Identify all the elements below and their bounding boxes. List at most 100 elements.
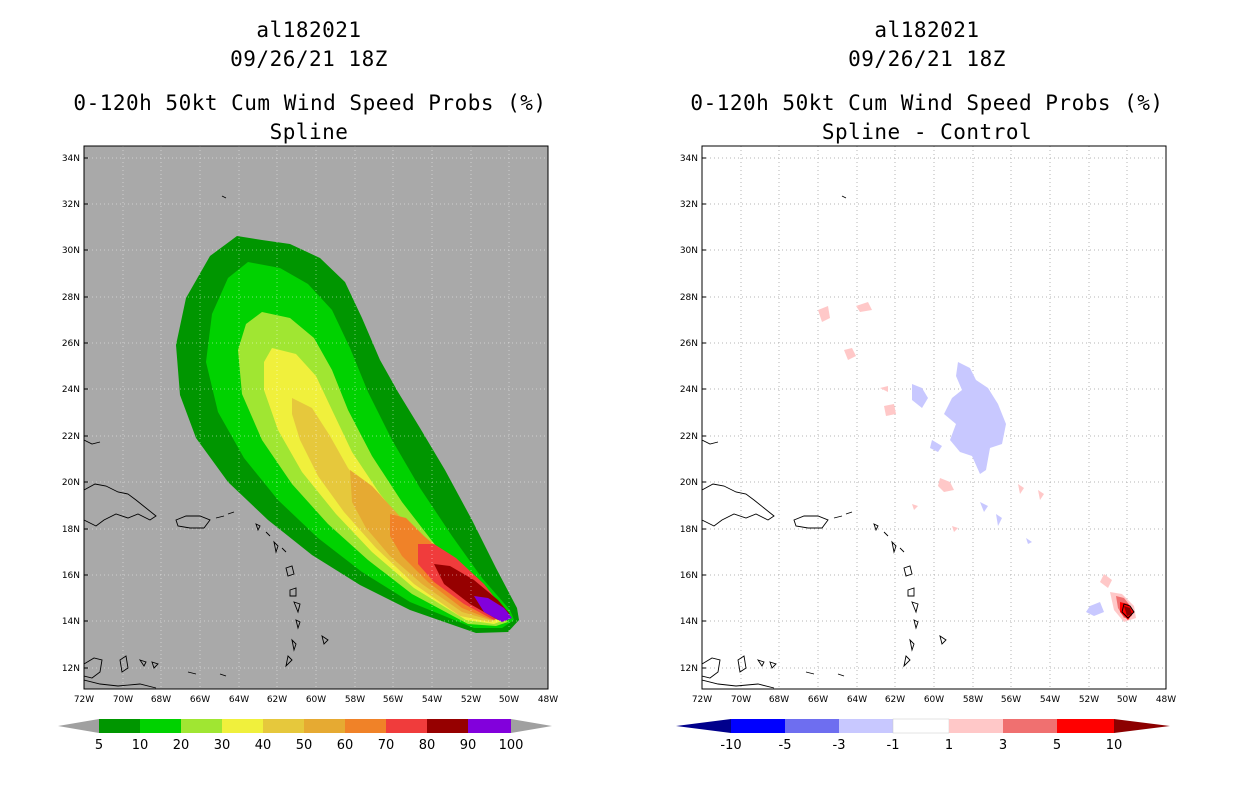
left-colorbar-label: 20 xyxy=(173,738,190,753)
left-colorbar-label: 10 xyxy=(132,738,149,753)
left-colorbar-labels: 5 10 20 30 40 50 60 70 80 90 100 xyxy=(95,738,524,753)
right-lat-label: 22N xyxy=(680,432,698,442)
left-lon-label: 54W xyxy=(422,695,442,705)
diff-patch-positive xyxy=(884,404,896,416)
right-lat-label: 18N xyxy=(680,525,698,535)
diff-patch-negative xyxy=(912,384,928,408)
left-probability-contours xyxy=(84,146,548,689)
right-lon-label: 60W xyxy=(924,695,944,705)
right-lat-label: 32N xyxy=(680,200,698,210)
left-colorbar-label: 5 xyxy=(95,738,103,753)
left-colorbar-segment xyxy=(468,719,511,733)
right-colorbar-under-arrow xyxy=(676,719,731,733)
right-lat-label: 30N xyxy=(680,246,698,256)
diff-patch-positive xyxy=(818,306,830,322)
right-colorbar-segment xyxy=(785,719,839,733)
right-title-datetime: 09/26/21 18Z xyxy=(848,47,1006,71)
left-colorbar-label: 30 xyxy=(214,738,231,753)
right-lat-label: 28N xyxy=(680,293,698,303)
left-colorbar-segment xyxy=(222,719,263,733)
right-lon-label: 64W xyxy=(847,695,867,705)
right-map: 34N 32N 30N 28N 26N 24N 22N 20N 18N 16N … xyxy=(680,145,1176,705)
right-lat-label: 26N xyxy=(680,339,698,349)
left-lon-label: 52W xyxy=(461,695,481,705)
left-title-datetime: 09/26/21 18Z xyxy=(230,47,388,71)
right-colorbar-label: -3 xyxy=(833,738,846,753)
right-lon-label: 52W xyxy=(1079,695,1099,705)
right-title-storm-id: al182021 xyxy=(874,18,980,42)
left-lat-label: 34N xyxy=(62,154,80,164)
right-colorbar-segment xyxy=(1057,719,1114,733)
left-colorbar-label: 90 xyxy=(460,738,477,753)
diff-patch-positive xyxy=(912,504,918,510)
left-map-frame xyxy=(83,145,549,690)
right-lat-label: 24N xyxy=(680,385,698,395)
right-colorbar: -10 -5 -3 -1 1 3 5 10 xyxy=(676,718,1170,753)
diff-patch-negative xyxy=(1026,538,1032,544)
left-lat-label: 26N xyxy=(62,339,80,349)
diff-patch-positive xyxy=(952,526,958,532)
right-lon-label: 54W xyxy=(1040,695,1060,705)
contour-40 xyxy=(292,398,502,622)
right-coastlines xyxy=(702,195,1135,689)
right-colorbar-label: 3 xyxy=(999,738,1007,753)
contour-90 xyxy=(474,596,512,622)
left-colorbar-label: 70 xyxy=(378,738,395,753)
left-colorbar-label: 60 xyxy=(337,738,354,753)
right-colorbar-label: -5 xyxy=(779,738,792,753)
right-grid xyxy=(702,146,1166,689)
right-colorbar-label: -1 xyxy=(887,738,900,753)
left-colorbar-label: 50 xyxy=(296,738,313,753)
left-colorbar-segment xyxy=(140,719,181,733)
diff-patch-positive xyxy=(856,302,872,312)
left-lon-label: 60W xyxy=(306,695,326,705)
diff-patch-negative xyxy=(944,362,1006,474)
contour-30 xyxy=(264,348,504,624)
right-colorbar-segment xyxy=(949,719,1003,733)
left-lon-label: 66W xyxy=(190,695,210,705)
left-colorbar-label: 40 xyxy=(255,738,272,753)
left-lat-label: 12N xyxy=(62,664,80,674)
left-lat-labels: 34N 32N 30N 28N 26N 24N 22N 20N 18N 16N … xyxy=(62,154,80,674)
right-lon-label: 68W xyxy=(769,695,789,705)
right-lon-label: 56W xyxy=(1001,695,1021,705)
left-lon-label: 58W xyxy=(345,695,365,705)
left-lon-label: 48W xyxy=(538,695,558,705)
left-lon-label: 72W xyxy=(74,695,94,705)
right-lon-label: 62W xyxy=(885,695,905,705)
right-colorbar-segment xyxy=(1003,719,1057,733)
left-coastlines xyxy=(84,195,329,689)
left-colorbar-segment xyxy=(263,719,304,733)
left-colorbar-over-arrow xyxy=(511,719,552,733)
left-colorbar-label: 80 xyxy=(419,738,436,753)
left-lon-label: 56W xyxy=(383,695,403,705)
right-lat-label: 34N xyxy=(680,154,698,164)
diff-patch-negative xyxy=(930,440,942,452)
left-colorbar-under-arrow xyxy=(58,719,99,733)
diff-patch-negative xyxy=(996,514,1002,526)
right-title-product: 0-120h 50kt Cum Wind Speed Probs (%) xyxy=(690,91,1164,115)
right-lat-labels: 34N 32N 30N 28N 26N 24N 22N 20N 18N 16N … xyxy=(680,154,698,674)
right-difference-contours xyxy=(818,302,1136,622)
left-lon-label: 68W xyxy=(151,695,171,705)
left-colorbar-segment xyxy=(99,719,140,733)
right-lon-label: 58W xyxy=(963,695,983,705)
right-colorbar-segment xyxy=(731,719,785,733)
left-title-storm-id: al182021 xyxy=(256,18,362,42)
right-lon-label: 66W xyxy=(808,695,828,705)
left-lat-label: 30N xyxy=(62,246,80,256)
diff-patch-negative xyxy=(980,502,988,512)
left-colorbar: 5 10 20 30 40 50 60 70 80 90 100 xyxy=(58,719,552,753)
right-lat-label: 12N xyxy=(680,664,698,674)
left-colorbar-segment xyxy=(427,719,468,733)
left-colorbar-segment xyxy=(386,719,427,733)
left-lon-label: 70W xyxy=(113,695,133,705)
left-title-product: 0-120h 50kt Cum Wind Speed Probs (%) xyxy=(73,91,547,115)
diff-patch-positive xyxy=(938,478,954,492)
left-map: 34N 32N 30N 28N 26N 24N 22N 20N 18N 16N … xyxy=(62,145,558,705)
left-lat-label: 20N xyxy=(62,478,80,488)
left-lon-label: 50W xyxy=(499,695,519,705)
left-colorbar-label: 100 xyxy=(499,738,524,753)
right-title-method: Spline - Control xyxy=(821,120,1033,144)
